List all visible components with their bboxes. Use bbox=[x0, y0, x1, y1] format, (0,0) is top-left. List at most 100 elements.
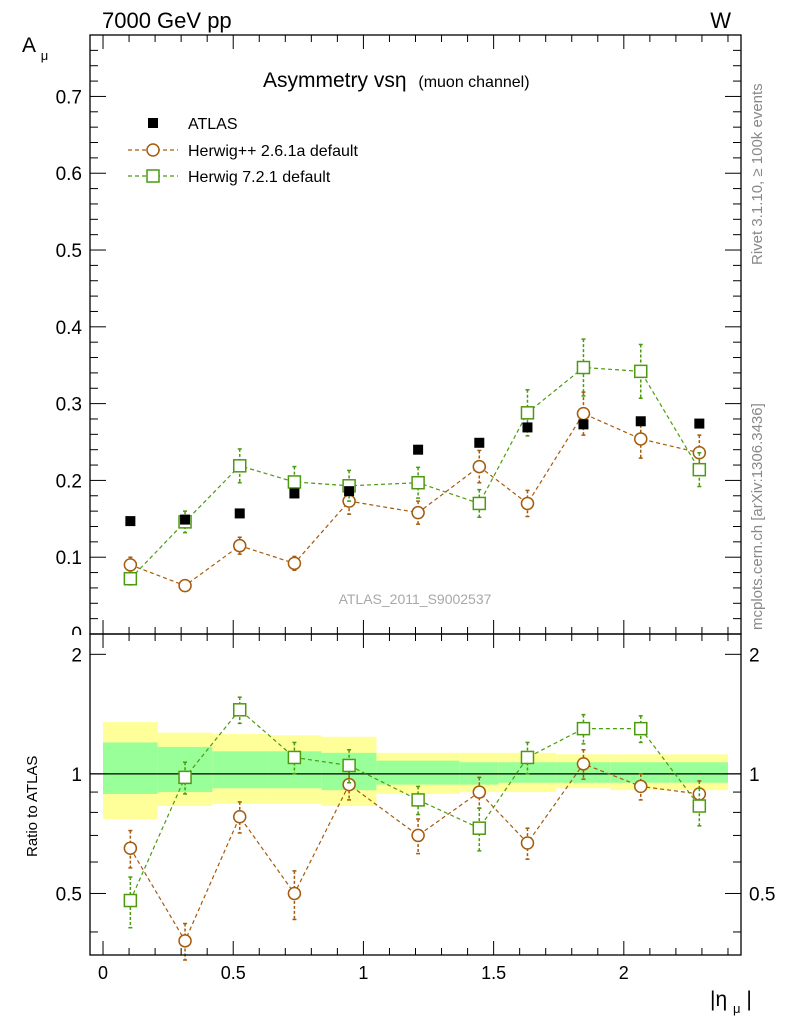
y-axis-label-main: A bbox=[22, 34, 36, 57]
main-herwigpp-point-9 bbox=[633, 432, 648, 446]
legend-label-herwig7: Herwig 7.2.1 default bbox=[188, 169, 331, 186]
chart-title: Asymmetry vsη (muon channel) bbox=[263, 69, 530, 92]
band-inner-5 bbox=[376, 760, 460, 785]
ratio-herwigpp-point-6 bbox=[472, 785, 487, 799]
y-axis-label-sub: μ bbox=[41, 48, 49, 63]
main-herwigpp-point-2 bbox=[232, 538, 247, 553]
main-atlas-point-9 bbox=[635, 416, 646, 427]
band-inner-2 bbox=[212, 751, 268, 789]
main-herwigpp-line bbox=[130, 412, 700, 587]
main-herwigpp-point-7 bbox=[520, 496, 535, 511]
ratio-herwigpp-point-1 bbox=[178, 934, 192, 948]
ratio-herwigpp-point-5 bbox=[411, 828, 425, 843]
chart-title-sub: (muon channel) bbox=[418, 74, 529, 91]
main-herwig7-point-8 bbox=[576, 360, 591, 375]
main-herwigpp-point-3 bbox=[287, 556, 302, 571]
ytick-label-main-zero: 0 bbox=[71, 624, 82, 645]
ratio-herwig7-point-10 bbox=[692, 799, 707, 813]
ytick-label-ratio-right-0: 0.5 bbox=[749, 884, 775, 905]
ytick-label-ratio-right-1: 1 bbox=[749, 765, 760, 786]
ytick-label-ratio-left-1: 1 bbox=[71, 765, 82, 786]
mcplots-label: mcplots.cern.ch [arXiv:1306.3436] bbox=[749, 403, 766, 630]
ratio-herwigpp-point-2 bbox=[232, 810, 247, 824]
main-herwigpp-point-6 bbox=[472, 459, 487, 474]
ratio-herwig7-line bbox=[129, 708, 700, 901]
ratio-herwigpp-point-9 bbox=[633, 779, 648, 794]
y-axis-label: A μ bbox=[22, 34, 48, 63]
ratio-herwigpp-point-0 bbox=[123, 841, 138, 855]
ratio-herwig7-point-9 bbox=[633, 721, 648, 736]
main-atlas-point-1 bbox=[180, 514, 191, 525]
ytick-label-main-3: 0.4 bbox=[56, 318, 83, 339]
xtick-label-0: 0 bbox=[98, 963, 108, 983]
band-inner-0 bbox=[103, 742, 158, 794]
main-herwig7-point-5 bbox=[411, 475, 425, 490]
main-herwig7-point-9 bbox=[633, 364, 648, 379]
ytick-label-main-2: 0.3 bbox=[56, 395, 82, 416]
main-atlas-point-6 bbox=[474, 437, 485, 448]
ytick-label-ratio-right-2: 2 bbox=[749, 645, 760, 666]
legend-label-atlas: ATLAS bbox=[188, 116, 238, 133]
main-herwig7-point-10 bbox=[692, 462, 707, 477]
ytick-label-main-0: 0.1 bbox=[56, 548, 82, 569]
band-inner-9 bbox=[610, 762, 671, 783]
header-right: W bbox=[710, 8, 731, 33]
main-atlas-point-2 bbox=[234, 508, 245, 519]
xtick-label-4: 2 bbox=[619, 963, 629, 983]
ytick-label-main-1: 0.2 bbox=[56, 471, 82, 492]
ytick-label-ratio-left-2: 2 bbox=[71, 645, 82, 666]
x-axis-label-sub: μ bbox=[733, 1001, 741, 1016]
ratio-herwigpp-point-7 bbox=[520, 836, 535, 850]
ytick-label-ratio-left-0: 0.5 bbox=[56, 884, 82, 905]
legend-label-herwigpp: Herwig++ 2.6.1a default bbox=[188, 143, 358, 160]
header-left: 7000 GeV pp bbox=[102, 8, 232, 33]
main-herwigpp-point-0 bbox=[123, 558, 138, 572]
ratio-herwig7-point-1 bbox=[178, 770, 192, 785]
xtick-label-2: 1 bbox=[358, 963, 368, 983]
ratio-y-axis-label: Ratio to ATLAS bbox=[24, 756, 41, 857]
main-atlas-point-0 bbox=[125, 516, 136, 527]
ratio-herwigpp-point-8 bbox=[576, 757, 591, 771]
main-herwigpp-point-8 bbox=[576, 406, 591, 421]
ratio-herwig7-point-3 bbox=[287, 750, 302, 765]
ratio-herwig7-point-4 bbox=[342, 758, 356, 773]
x-axis-label: |η μ | bbox=[710, 988, 752, 1018]
ytick-label-main-5: 0.6 bbox=[56, 164, 82, 185]
x-axis-label-close: | bbox=[746, 988, 751, 1011]
ytick-label-main-4: 0.5 bbox=[56, 241, 82, 262]
main-herwig7-point-2 bbox=[232, 459, 247, 473]
main-herwig7-point-0 bbox=[123, 571, 138, 586]
ratio-herwig7-point-5 bbox=[411, 793, 425, 807]
main-atlas-point-4 bbox=[344, 486, 355, 497]
zero-label-mask bbox=[60, 635, 88, 649]
legend: ATLAS Herwig++ 2.6.1a default Herwig 7.2… bbox=[128, 116, 358, 186]
main-herwig7-point-6 bbox=[472, 496, 487, 511]
x-axis-label-main: |η bbox=[710, 988, 727, 1011]
chart-title-main: Asymmetry vsη bbox=[263, 69, 407, 92]
main-herwigpp-point-1 bbox=[178, 578, 192, 593]
band-inner-10 bbox=[670, 762, 728, 783]
ytick-label-main-6: 0.7 bbox=[56, 87, 82, 108]
xtick-label-1: 0.5 bbox=[221, 963, 246, 983]
analysis-id-label: ATLAS_2011_S9002537 bbox=[339, 591, 492, 607]
legend-marker-herwig7 bbox=[146, 169, 160, 183]
main-herwigpp-point-5 bbox=[411, 505, 425, 520]
main-herwig7-line bbox=[129, 366, 700, 580]
xtick-label-3: 1.5 bbox=[481, 963, 506, 983]
main-atlas-point-7 bbox=[522, 422, 533, 433]
main-herwig7-point-7 bbox=[520, 406, 535, 420]
ratio-herwig7-point-6 bbox=[472, 821, 487, 835]
ratio-herwig7-point-0 bbox=[123, 893, 138, 908]
rivet-version-label: Rivet 3.1.10, ≥ 100k events bbox=[749, 83, 766, 265]
legend-marker-atlas bbox=[148, 118, 158, 128]
ratio-herwigpp-point-4 bbox=[342, 777, 356, 792]
ratio-herwigpp-line bbox=[129, 763, 700, 943]
ratio-herwig7-point-2 bbox=[232, 703, 247, 717]
main-herwig7-point-3 bbox=[287, 475, 302, 489]
ratio-herwigpp-point-3 bbox=[287, 886, 302, 901]
ratio-herwig7-point-7 bbox=[520, 750, 535, 765]
main-atlas-point-8 bbox=[578, 419, 589, 430]
legend-marker-herwigpp bbox=[146, 143, 160, 157]
main-atlas-point-5 bbox=[413, 444, 424, 455]
main-atlas-point-10 bbox=[694, 418, 705, 429]
